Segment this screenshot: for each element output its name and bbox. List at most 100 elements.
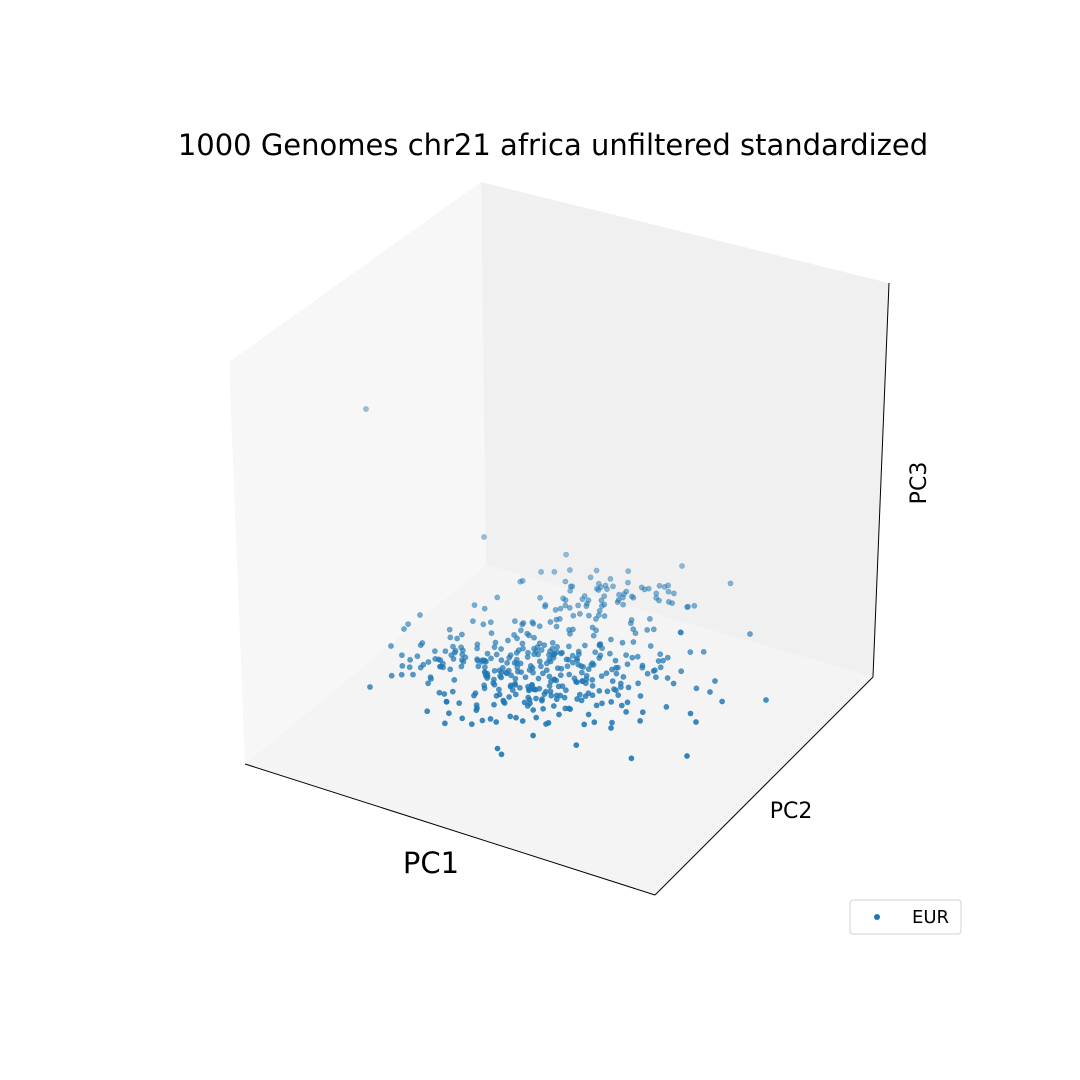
data-point	[623, 652, 629, 658]
data-point	[628, 755, 635, 762]
data-point	[593, 616, 599, 622]
data-point	[519, 718, 526, 724]
data-point	[405, 621, 411, 627]
data-point	[507, 713, 514, 720]
data-point	[540, 670, 546, 677]
data-point	[492, 639, 499, 646]
data-point	[482, 669, 489, 676]
data-point	[608, 699, 615, 705]
data-point	[763, 697, 769, 703]
data-point	[518, 669, 525, 675]
data-point	[618, 702, 625, 709]
data-point	[557, 672, 564, 679]
data-point	[536, 658, 543, 665]
data-point	[399, 663, 406, 669]
data-point	[589, 624, 596, 631]
data-point	[599, 603, 605, 609]
data-point	[559, 683, 566, 689]
data-point	[578, 697, 585, 704]
data-point	[564, 663, 571, 670]
data-point	[554, 665, 561, 671]
data-point	[639, 664, 646, 671]
data-point	[480, 621, 487, 628]
data-point	[554, 649, 560, 655]
data-point	[679, 563, 685, 569]
data-point	[530, 732, 536, 739]
data-point	[587, 574, 594, 581]
data-point	[481, 657, 487, 664]
data-point	[445, 710, 452, 717]
data-point	[531, 634, 537, 641]
data-point	[653, 590, 660, 597]
data-point	[635, 680, 641, 687]
data-point	[609, 678, 616, 684]
data-point	[468, 721, 475, 727]
data-point	[603, 670, 610, 677]
data-point	[589, 660, 596, 666]
data-point	[553, 623, 560, 630]
data-point	[637, 718, 643, 724]
data-point	[469, 618, 476, 624]
data-point	[663, 704, 670, 710]
data-point	[602, 582, 609, 589]
data-point	[551, 568, 558, 575]
data-point	[474, 645, 480, 652]
data-point	[549, 639, 556, 646]
data-point	[567, 706, 574, 712]
data-point	[530, 669, 536, 676]
data-point	[520, 620, 527, 626]
data-point	[526, 696, 533, 703]
data-point	[495, 686, 502, 693]
data-point	[442, 648, 449, 655]
data-point	[595, 612, 602, 619]
data-point	[490, 676, 497, 683]
data-point	[530, 620, 537, 627]
data-point	[630, 639, 637, 645]
data-point	[417, 642, 424, 649]
pane-floor	[245, 565, 873, 895]
data-point	[526, 686, 532, 692]
data-point	[579, 678, 586, 684]
data-point	[620, 674, 627, 680]
data-point	[623, 709, 629, 715]
data-point	[556, 711, 562, 718]
data-point	[473, 707, 480, 714]
data-point	[441, 691, 448, 697]
data-point	[625, 579, 631, 586]
data-point	[536, 623, 543, 630]
data-point	[367, 684, 373, 690]
legend-label-eur: EUR	[912, 907, 949, 928]
data-point	[581, 593, 588, 599]
data-point	[652, 667, 658, 674]
data-point	[498, 751, 505, 758]
data-point	[388, 643, 394, 649]
data-point	[684, 604, 690, 610]
data-point	[538, 663, 544, 670]
data-point	[541, 691, 548, 697]
data-point	[407, 656, 413, 663]
z-axis-line	[872, 282, 890, 678]
data-point	[414, 653, 421, 660]
data-point	[474, 656, 480, 663]
data-point	[620, 594, 626, 601]
data-point	[671, 590, 677, 597]
x-axis-label: PC1	[403, 846, 459, 880]
data-point	[664, 654, 671, 661]
y-axis-label: PC2	[770, 799, 813, 824]
data-point	[514, 664, 521, 671]
data-point	[458, 631, 465, 638]
data-point	[458, 657, 465, 663]
data-point	[569, 652, 576, 659]
data-point	[451, 649, 458, 656]
data-point	[428, 676, 434, 682]
data-point	[535, 675, 542, 682]
data-point	[532, 686, 539, 693]
data-point	[620, 601, 626, 608]
data-point	[604, 688, 611, 695]
data-point	[566, 604, 573, 611]
chart-title: 1000 Genomes chr21 africa unfiltered sta…	[178, 128, 928, 162]
legend-marker-eur	[874, 914, 880, 920]
data-point	[512, 675, 519, 682]
data-point	[590, 632, 597, 639]
